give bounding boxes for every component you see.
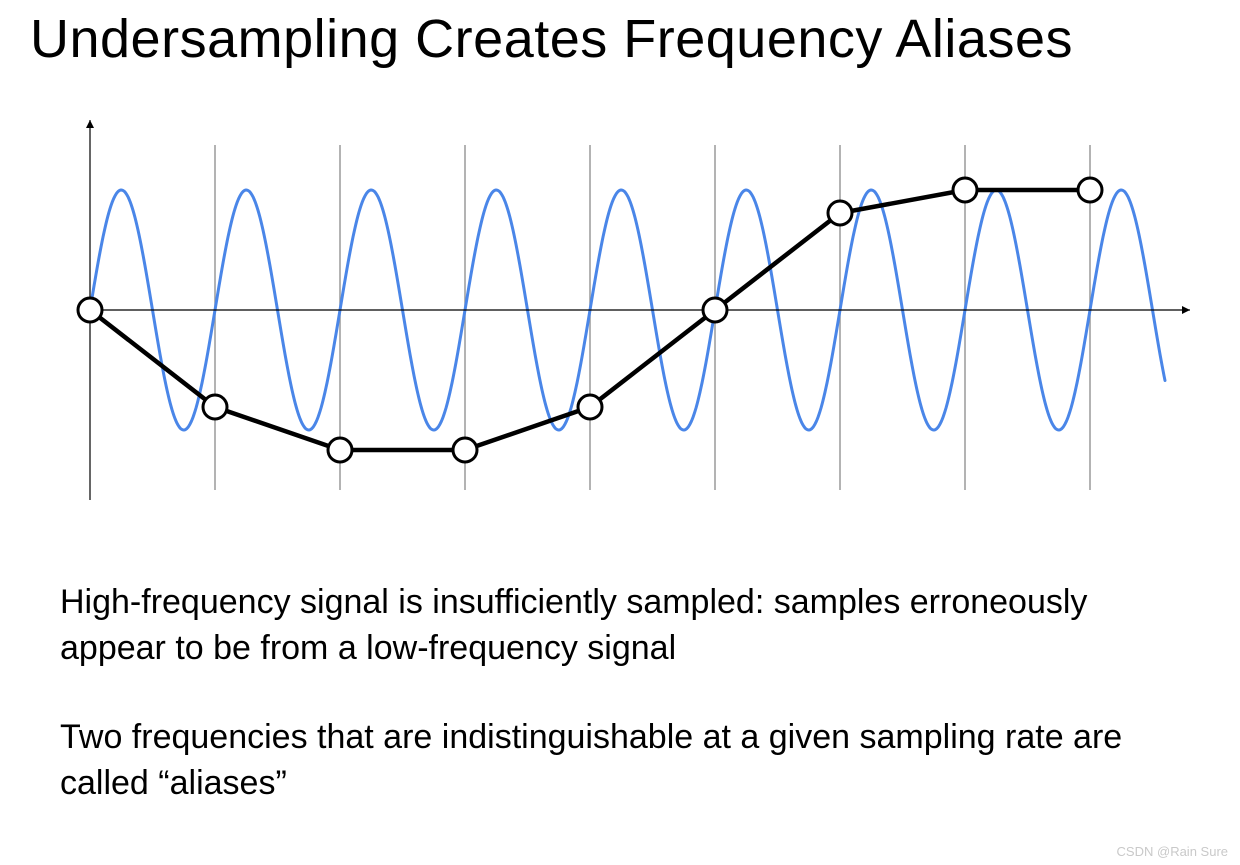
paragraph-1: High-frequency signal is insufficiently … — [60, 580, 1180, 672]
chart-svg — [70, 110, 1200, 510]
aliasing-chart — [70, 110, 1200, 510]
watermark: CSDN @Rain Sure — [1117, 844, 1228, 859]
paragraph-2: Two frequencies that are indistinguishab… — [60, 715, 1180, 807]
page-title: Undersampling Creates Frequency Aliases — [30, 8, 1073, 70]
